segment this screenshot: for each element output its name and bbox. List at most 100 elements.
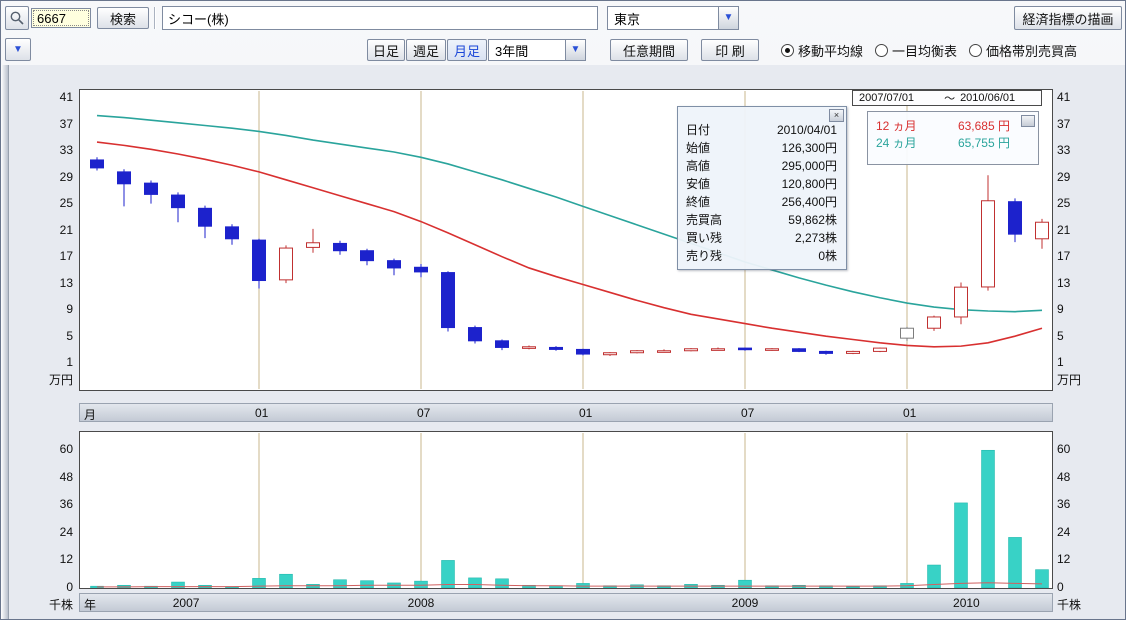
axis-tick-label: 48: [1057, 469, 1071, 484]
month-tick-label: 01: [579, 406, 593, 420]
year-tick-label: 2010: [953, 596, 980, 610]
search-button[interactable]: 検索: [97, 7, 149, 29]
month-axis: 月 01 07 01 07 01: [79, 403, 1053, 422]
axis-tick-label: 12: [1057, 552, 1071, 567]
custom-period-button[interactable]: 任意期間: [610, 39, 688, 61]
info-value: 256,400円: [781, 195, 837, 209]
panel-splitter[interactable]: [1, 65, 9, 619]
axis-tick-label: 41: [59, 90, 73, 104]
stock-code-input[interactable]: [31, 8, 91, 28]
year-tick-label: 2008: [407, 596, 435, 610]
axis-tick-label: 0: [1057, 580, 1064, 594]
info-label: 日付: [686, 123, 711, 137]
info-value: 120,800円: [781, 177, 837, 191]
info-value: 295,000円: [781, 159, 837, 173]
weekly-chart-button[interactable]: 週足: [406, 39, 446, 61]
axis-tick-label: 25: [59, 196, 73, 210]
info-label: 買い残: [686, 231, 723, 245]
info-value: 59,862株: [788, 213, 837, 227]
year-axis-unit: 年: [84, 598, 97, 612]
legend-label: 12 ヵ月: [876, 119, 917, 133]
axis-tick-label: 37: [59, 116, 73, 131]
axis-tick-label: 千株: [48, 598, 73, 612]
axis-tick-label: 千株: [1057, 598, 1082, 612]
print-button[interactable]: 印 刷: [701, 39, 759, 61]
draw-economic-indicator-button[interactable]: 経済指標の描画: [1014, 6, 1122, 30]
month-axis-unit: 月: [84, 408, 97, 422]
exchange-value: 東京: [614, 11, 641, 27]
info-row-high: 高値 295,000円: [678, 157, 846, 175]
exchange-select[interactable]: 東京 ▼: [607, 6, 739, 30]
radio-label: 一目均衡表: [892, 43, 958, 59]
close-icon[interactable]: ×: [829, 109, 844, 122]
axis-tick-label: 36: [59, 497, 73, 512]
axis-tick-label: 万円: [1057, 373, 1082, 387]
chart-region: 月 01 07 01 07 01 年 2007 2008 2009 2010 × 日付 2010…: [1, 65, 1125, 619]
axis-tick-label: 24: [59, 524, 73, 539]
radio-unselected-icon: [969, 43, 983, 57]
info-label: 終値: [686, 195, 711, 209]
info-label: 高値: [686, 159, 711, 173]
info-label: 売り残: [686, 249, 723, 263]
period-value: 3年間: [495, 43, 529, 59]
range-separator: ～: [944, 93, 956, 105]
range-end: 2010/06/01: [960, 92, 1016, 104]
monthly-chart-button[interactable]: 月足: [447, 39, 487, 61]
range-start: 2007/07/01: [859, 92, 915, 104]
info-popup-header: ×: [678, 107, 846, 122]
collapse-panel-button[interactable]: ▼: [5, 38, 31, 61]
info-label: 安値: [686, 177, 711, 191]
axis-tick-label: 5: [66, 328, 73, 343]
info-label: 売買高: [686, 213, 723, 227]
axis-tick-label: 13: [59, 275, 73, 290]
radio-volume-by-price[interactable]: 価格帯別売買高: [969, 41, 1077, 60]
radio-ichimoku[interactable]: 一目均衡表: [875, 41, 957, 60]
ma-legend-box: 12 ヵ月 63,685 円 24 ヵ月 65,755 円: [867, 111, 1039, 165]
axis-tick-label: 41: [1057, 90, 1071, 104]
axis-tick-label: 0: [66, 580, 73, 594]
axis-tick-label: 29: [59, 169, 73, 184]
overlay-radio-group: 移動平均線 一目均衡表 価格帯別売買高: [781, 39, 1077, 61]
axis-tick-label: 21: [59, 222, 73, 237]
year-tick-label: 2007: [172, 596, 200, 610]
radio-label: 価格帯別売買高: [986, 43, 1078, 59]
chevron-down-icon: ▼: [723, 12, 734, 23]
radio-label: 移動平均線: [798, 43, 864, 59]
axis-tick-label: 60: [59, 442, 73, 456]
daily-chart-button[interactable]: 日足: [367, 39, 405, 61]
axis-tick-label: 21: [1057, 222, 1071, 237]
period-dropdown-button[interactable]: ▼: [565, 40, 585, 60]
volume-chart-plot[interactable]: [79, 431, 1053, 589]
month-tick-label: 01: [903, 406, 917, 420]
toolbar-divider: [154, 7, 156, 29]
stock-name-input[interactable]: [162, 6, 598, 30]
axis-tick-label: 33: [59, 143, 73, 157]
legend-value: 63,685 円: [957, 119, 1010, 133]
minimize-icon[interactable]: [1021, 115, 1035, 127]
info-row-low: 安値 120,800円: [678, 175, 846, 193]
candle-info-popup: × 日付 2010/04/01 始値 126,300円 高値 295,000円 安値 1…: [677, 106, 847, 270]
axis-tick-label: 60: [1057, 442, 1071, 456]
axis-tick-label: 5: [1057, 328, 1064, 343]
info-row-open: 始値 126,300円: [678, 139, 846, 157]
axis-tick-label: 36: [1057, 497, 1071, 512]
radio-unselected-icon: [875, 43, 889, 57]
axis-tick-label: 24: [1057, 524, 1071, 539]
axis-tick-label: 33: [1057, 143, 1071, 157]
axis-tick-label: 17: [59, 249, 73, 263]
chevron-down-icon: ▼: [13, 43, 23, 55]
radio-moving-average[interactable]: 移動平均線: [781, 41, 863, 60]
radio-selected-icon: [781, 43, 794, 57]
info-value: 126,300円: [781, 141, 837, 155]
month-tick-label: 07: [417, 406, 431, 420]
axis-tick-label: 1: [66, 355, 73, 369]
info-label: 始値: [686, 141, 711, 155]
exchange-dropdown-button[interactable]: ▼: [718, 7, 738, 29]
legend-value: 65,755 円: [957, 136, 1010, 150]
period-select[interactable]: 3年間 ▼: [488, 39, 586, 61]
date-range-display: 2007/07/01 ～ 2010/06/01: [852, 90, 1042, 106]
legend-row-ma12: 12 ヵ月 63,685 円: [868, 118, 1038, 135]
search-icon-button[interactable]: [5, 6, 29, 30]
axis-tick-label: 万円: [48, 373, 73, 387]
